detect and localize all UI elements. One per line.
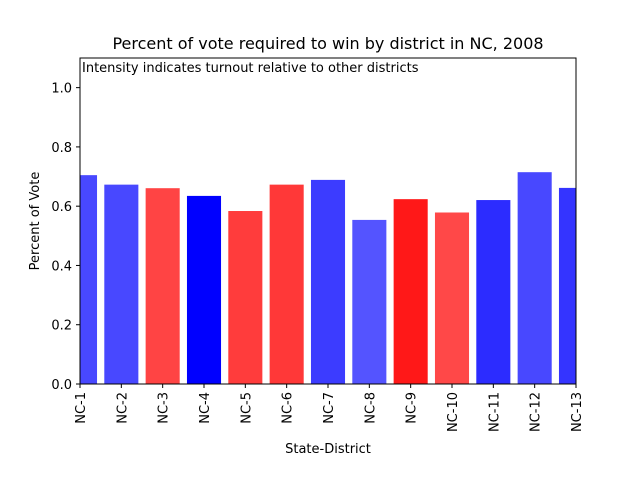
x-axis: NC-1 NC-2 NC-3 NC-4 NC-5 NC-6 NC-7 NC-8 NC-9 NC-1…	[74, 384, 585, 432]
bar-nc-3	[145, 188, 180, 385]
x-tick-label: NC-8	[363, 392, 378, 424]
x-tick-label: NC-7	[322, 392, 337, 424]
chart-annotation: Intensity indicates turnout relative to …	[82, 61, 419, 76]
x-tick-label: NC-6	[281, 392, 296, 424]
y-tick-label: 1.0	[51, 82, 72, 97]
bar-nc-8	[352, 219, 387, 385]
y-axis-label: Percent of Vote	[28, 172, 43, 271]
bar-nc-13	[558, 187, 577, 385]
y-tick-label: 0.6	[51, 200, 72, 215]
bar-nc-9	[393, 199, 428, 385]
x-tick-label: NC-11	[487, 392, 502, 432]
bar-nc-10	[434, 212, 470, 385]
y-axis: 0.0 0.2 0.4 0.6 0.8 1.0	[51, 82, 80, 393]
bars-group	[79, 172, 577, 385]
bar-nc-7	[310, 179, 346, 385]
x-tick-label: NC-12	[529, 392, 544, 432]
x-tick-label: NC-1	[74, 392, 89, 424]
y-tick-label: 0.0	[51, 378, 72, 393]
x-tick-label: NC-9	[405, 392, 420, 424]
bar-nc-1	[79, 175, 98, 385]
bar-nc-11	[476, 200, 511, 385]
y-tick-label: 0.4	[51, 259, 72, 274]
y-tick-label: 0.2	[51, 319, 72, 334]
x-tick-label: NC-10	[446, 392, 461, 432]
bar-nc-5	[228, 211, 263, 385]
plot-frame	[79, 57, 577, 385]
x-tick-label: NC-2	[115, 392, 130, 424]
bar-nc-2	[104, 184, 139, 385]
bar-nc-6	[269, 184, 304, 385]
x-tick-label: NC-5	[239, 392, 254, 424]
x-tick-label: NC-13	[570, 392, 585, 432]
y-tick-label: 0.8	[51, 141, 72, 156]
bar-nc-12	[517, 172, 552, 385]
bar-nc-4	[186, 195, 222, 385]
x-tick-label: NC-4	[198, 392, 213, 424]
chart-title: Percent of vote required to win by distr…	[112, 34, 543, 53]
x-axis-label: State-District	[285, 442, 371, 457]
x-tick-label: NC-3	[157, 392, 172, 424]
